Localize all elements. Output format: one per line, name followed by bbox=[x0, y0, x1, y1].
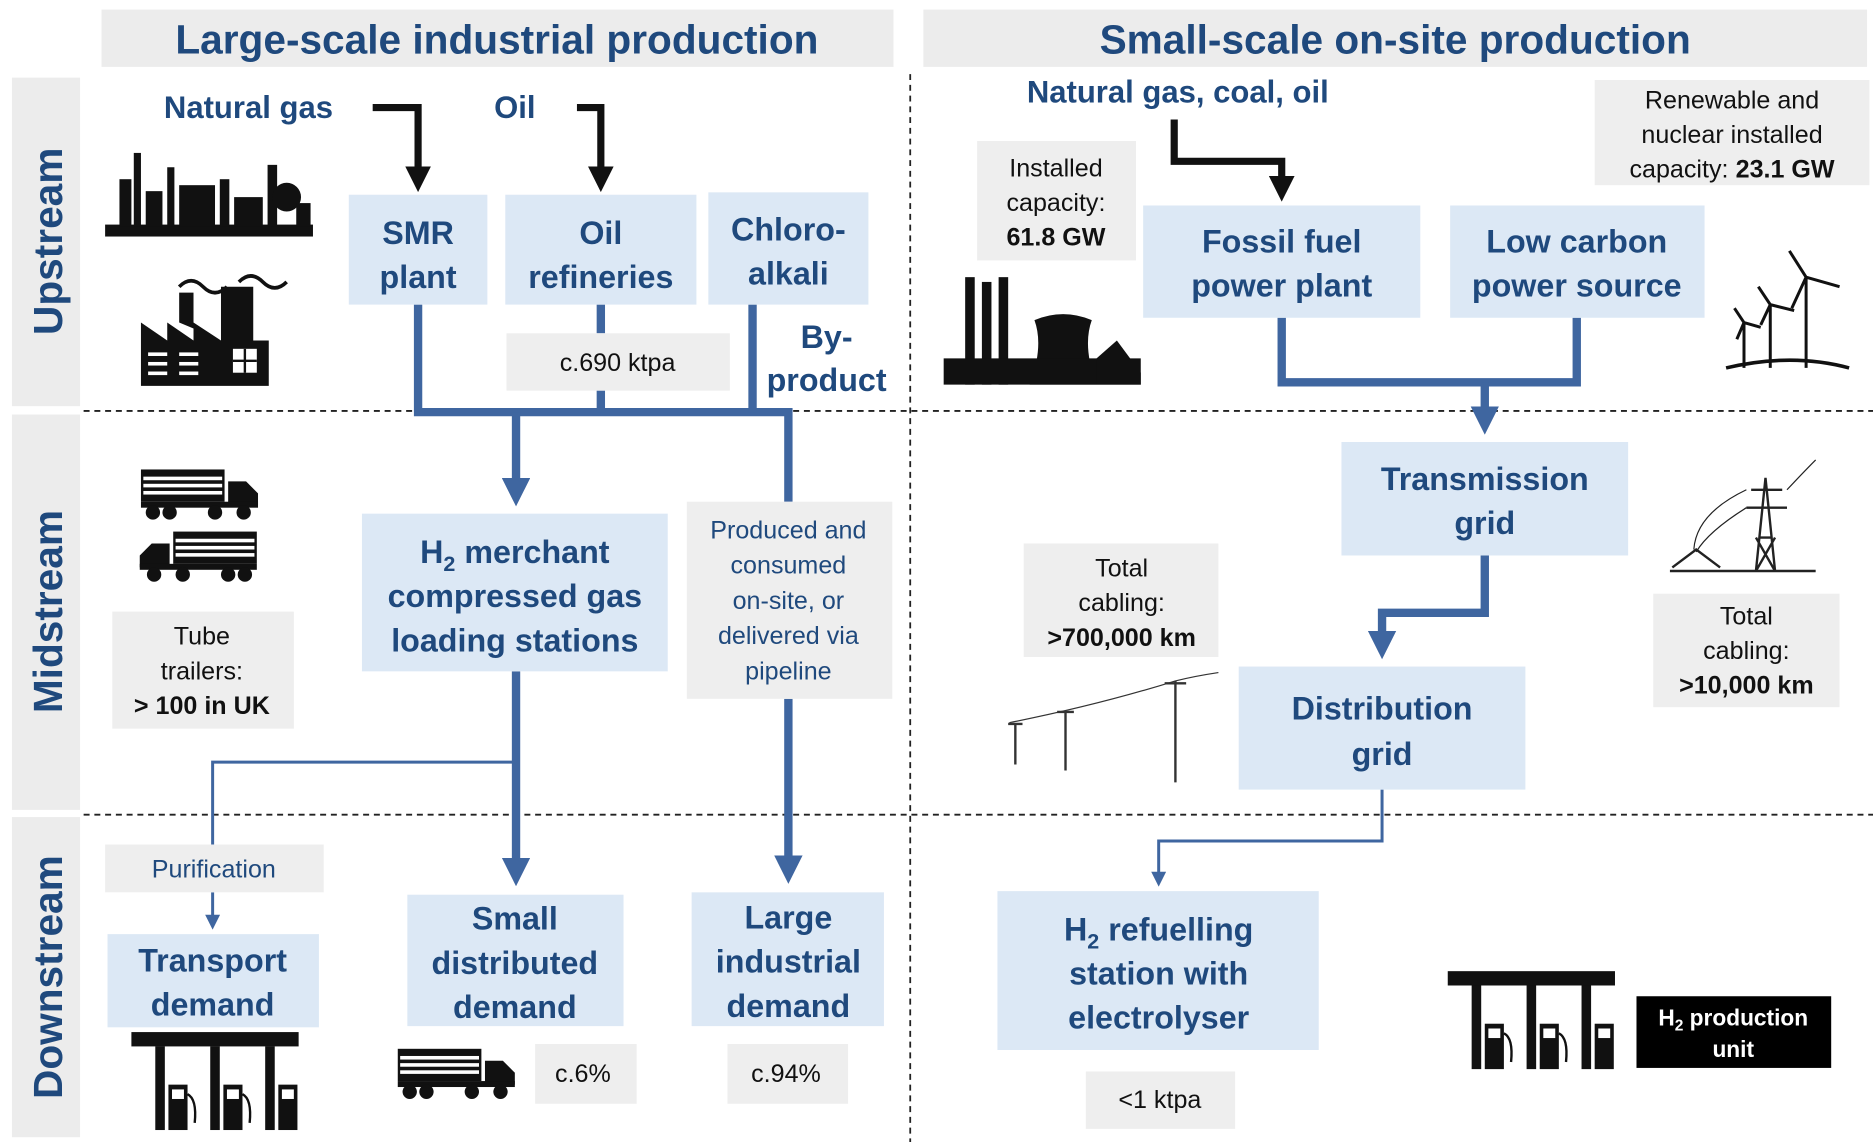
node-label: H2 refuelling bbox=[1064, 911, 1253, 953]
node-label: Large bbox=[744, 899, 832, 935]
note-label: trailers: bbox=[161, 657, 243, 685]
note-label: capacity: 23.1 GW bbox=[1629, 156, 1834, 184]
node-label: electrolyser bbox=[1068, 1000, 1250, 1036]
note-label: cabling: bbox=[1078, 589, 1164, 617]
node-label: By- bbox=[801, 319, 853, 355]
note-label: >700,000 km bbox=[1047, 624, 1196, 652]
stage-label: Midstream bbox=[25, 510, 71, 713]
text: refuelling bbox=[1099, 911, 1253, 947]
node-label: distributed bbox=[432, 945, 599, 981]
truck-icon bbox=[139, 531, 257, 582]
node-label: Small bbox=[472, 901, 558, 937]
note-label: Tube bbox=[174, 623, 230, 651]
node-label: Low carbon bbox=[1486, 223, 1667, 259]
text: production bbox=[1683, 1005, 1808, 1031]
node-label: H2 merchant bbox=[420, 534, 610, 576]
node-label: grid bbox=[1454, 505, 1515, 541]
node-label: power source bbox=[1472, 268, 1682, 304]
node-label: refineries bbox=[528, 259, 673, 295]
stage-bg bbox=[11, 77, 81, 407]
note-label: c.94% bbox=[751, 1060, 821, 1088]
node-label: SMR bbox=[382, 215, 454, 251]
note-label: Renewable and bbox=[1645, 86, 1819, 114]
node-label: power plant bbox=[1191, 268, 1372, 304]
node-label: demand bbox=[151, 987, 275, 1023]
stage-label: Upstream bbox=[25, 148, 71, 335]
text: H bbox=[1658, 1005, 1674, 1031]
power-station-icon bbox=[943, 277, 1141, 385]
note-label: consumed bbox=[731, 552, 847, 580]
node-label: product bbox=[767, 362, 887, 398]
text: capacity: bbox=[1629, 156, 1728, 184]
pylon-icon bbox=[1669, 459, 1817, 573]
text: merchant bbox=[455, 534, 609, 570]
stage-bg bbox=[11, 414, 81, 810]
node-label: alkali bbox=[748, 256, 829, 292]
header-right: Small-scale on-site production bbox=[1100, 16, 1691, 62]
input-label: Natural gas, coal, oil bbox=[1027, 74, 1329, 109]
node-label: demand bbox=[453, 989, 577, 1025]
note-label: Total bbox=[1095, 555, 1148, 583]
subscript: 2 bbox=[443, 552, 455, 576]
note-label: Purification bbox=[152, 856, 276, 884]
note-label: pipeline bbox=[745, 657, 831, 685]
refinery-icon bbox=[105, 152, 313, 237]
node-label: grid bbox=[1352, 736, 1413, 772]
truck-icon bbox=[397, 1048, 515, 1099]
note-label: >10,000 km bbox=[1679, 672, 1814, 700]
node-label: plant bbox=[380, 259, 457, 295]
note-label: Total bbox=[1720, 602, 1773, 630]
note-label: c.690 ktpa bbox=[560, 349, 676, 377]
node-label: Chloro- bbox=[731, 211, 846, 247]
pole-icon bbox=[1008, 671, 1219, 783]
node-label: Transport bbox=[138, 942, 287, 978]
truck-icon bbox=[140, 469, 259, 520]
value: 23.1 GW bbox=[1736, 156, 1835, 184]
stage-label: Downstream bbox=[25, 855, 71, 1099]
factory-icon bbox=[140, 274, 288, 386]
note-label: H2 production bbox=[1658, 1005, 1808, 1035]
text: H bbox=[1064, 911, 1087, 947]
node-label: compressed gas bbox=[388, 578, 643, 614]
note-label: c.6% bbox=[555, 1060, 611, 1088]
note-label: nuclear installed bbox=[1641, 121, 1822, 149]
stage-bg bbox=[11, 817, 81, 1138]
note-label: <1 ktpa bbox=[1118, 1086, 1201, 1114]
note-label: Installed bbox=[1009, 154, 1102, 182]
note-label: on-site, or bbox=[733, 587, 845, 615]
note-label: Produced and bbox=[710, 516, 866, 544]
node-label: loading stations bbox=[391, 622, 638, 658]
note-label: delivered via bbox=[718, 622, 859, 650]
note-label: > 100 in UK bbox=[134, 692, 270, 720]
connectors bbox=[205, 103, 1581, 930]
node-label: Transmission bbox=[1381, 461, 1589, 497]
subscript: 2 bbox=[1675, 1018, 1684, 1035]
note-label: capacity: bbox=[1006, 189, 1105, 217]
subscript: 2 bbox=[1087, 929, 1099, 953]
note-label: 61.8 GW bbox=[1006, 224, 1105, 252]
pump-icon bbox=[1446, 969, 1617, 1071]
input-label: Oil bbox=[494, 90, 535, 125]
node-label: Distribution bbox=[1292, 690, 1473, 726]
header-bg bbox=[101, 9, 894, 67]
header-left: Large-scale industrial production bbox=[175, 16, 818, 62]
header-bg bbox=[923, 9, 1868, 67]
wind-turbine-icon bbox=[1725, 250, 1850, 370]
node-label: demand bbox=[727, 988, 851, 1024]
node-boxes bbox=[105, 80, 1870, 1129]
node-label: industrial bbox=[716, 944, 861, 980]
node-label: Fossil fuel bbox=[1202, 223, 1362, 259]
node-label: Oil bbox=[579, 215, 622, 251]
node-label: station with bbox=[1069, 956, 1248, 992]
note-label: unit bbox=[1712, 1036, 1754, 1062]
pump-icon bbox=[130, 1030, 300, 1132]
note-label: cabling: bbox=[1703, 637, 1789, 665]
input-label: Natural gas bbox=[164, 90, 333, 125]
text: H bbox=[420, 534, 443, 570]
